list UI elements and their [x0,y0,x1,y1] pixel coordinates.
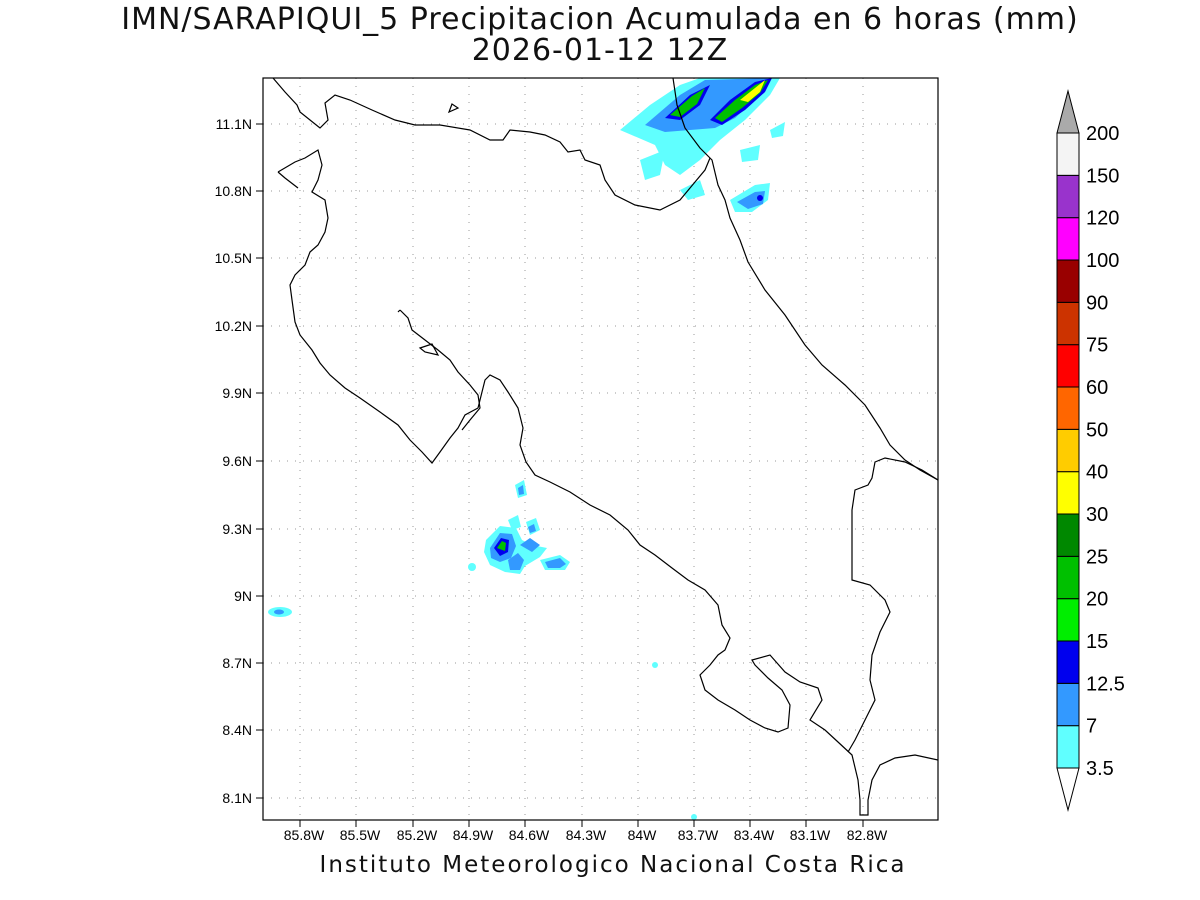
lat-tick-label: 10.8N [215,183,252,199]
colorbar-segment [1056,217,1080,261]
lat-tick-label: 11.1N [216,116,252,132]
colorbar-segment [1056,301,1080,346]
colorbar-segment [1056,471,1080,515]
map-frame [262,77,939,821]
coastline-borders [272,78,938,816]
lat-tick-label: 8.1N [222,790,252,806]
lon-tick-label: 84.6W [509,827,550,843]
lat-tick-label: 9.3N [222,521,252,537]
colorbar-upper-arrow [1056,89,1080,134]
colorbar-label: 200 [1086,123,1119,145]
lon-tick-label: 83.7W [678,827,719,843]
lat-tick-label: 10.5N [215,250,252,266]
lon-tick-label: 83.4W [734,827,775,843]
latitude-axis: 11.1N 10.8N 10.5N 10.2N 9.9N 9.6N 9.3N 9N 8.7N 8.… [215,116,263,806]
lon-tick-label: 84.3W [566,827,607,843]
colorbar-segment [1056,513,1080,557]
colorbar-label: 120 [1086,208,1119,230]
lat-tick-label: 9N [234,588,252,604]
colorbar-segment [1056,640,1080,684]
colorbar-label: 15 [1086,631,1108,653]
colorbar-segment [1056,555,1080,600]
colorbar-label: 90 [1086,292,1108,314]
lat-tick-label: 9.9N [222,385,252,401]
precipitation-field [268,78,785,820]
colorbar-lower-arrow [1056,767,1080,812]
colorbar-segment [1056,682,1080,727]
colorbar-segment [1056,174,1080,219]
colorbar-label: 20 [1086,589,1108,611]
colorbar-segment [1056,598,1080,642]
lon-tick-label: 85.5W [340,827,381,843]
colorbar-label: 7 [1086,716,1097,738]
lat-tick-label: 9.6N [222,453,252,469]
footer-credit: Instituto Meteorologico Nacional Costa R… [319,852,907,878]
colorbar-segment [1056,259,1080,303]
lon-tick-label: 84W [628,827,658,843]
colorbar-segment [1056,386,1080,430]
colorbar-segment [1056,428,1080,473]
colorbar-label: 30 [1086,504,1108,526]
colorbar-label: 60 [1086,377,1108,399]
map-grid [263,78,938,820]
colorbar-label: 100 [1086,250,1119,272]
lon-tick-label: 82.8W [847,827,888,843]
lat-tick-label: 8.7N [222,655,252,671]
colorbar: 3.5 7 12.5 15 20 25 30 40 50 60 75 90 100 120 150 200 [1056,89,1125,812]
colorbar-label: 3.5 [1086,758,1114,780]
colorbar-segment [1056,132,1080,176]
lat-tick-label: 10.2N [215,318,252,334]
colorbar-segment [1056,344,1080,388]
lon-tick-label: 85.8W [284,827,325,843]
chart-datetime: 2026-01-12 12Z [471,33,729,68]
colorbar-label: 25 [1086,546,1108,568]
lon-tick-label: 83.1W [790,827,831,843]
colorbar-label: 75 [1086,335,1108,357]
lat-tick-label: 8.4N [222,722,252,738]
colorbar-label: 50 [1086,419,1108,441]
colorbar-label: 40 [1086,462,1108,484]
colorbar-segment [1056,725,1080,769]
longitude-axis: 85.8W 85.5W 85.2W 84.9W 84.6W 84.3W 84W 83.7W 83… [284,820,888,843]
colorbar-label: 150 [1086,165,1119,187]
chart-title: IMN/SARAPIQUI_5 Precipitacion Acumulada … [121,2,1079,37]
lon-tick-label: 85.2W [397,827,438,843]
colorbar-label: 12.5 [1086,673,1125,695]
lon-tick-label: 84.9W [453,827,494,843]
